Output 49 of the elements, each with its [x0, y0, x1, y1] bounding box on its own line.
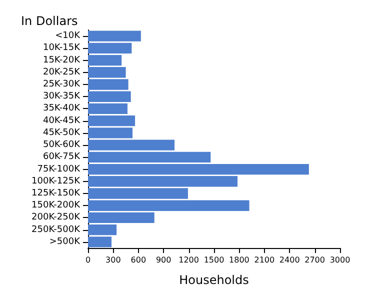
x-tick-label: 1200 — [178, 256, 199, 264]
y-tick-label: 30K-35K — [42, 92, 82, 102]
y-tick-label: 45K-50K — [42, 128, 82, 138]
y-tick-label: 20K-25K — [42, 67, 82, 78]
y-tick-label: 40K-45K — [42, 116, 82, 126]
bar — [88, 42, 132, 54]
bar — [88, 224, 117, 236]
x-tick-label: 3000 — [330, 256, 350, 264]
x-tick-label: 900 — [156, 256, 172, 264]
y-tick-label: 15K-20K — [42, 55, 82, 66]
bar — [88, 103, 128, 114]
x-tick-label: 2700 — [304, 256, 325, 264]
y-tick-label: 100K-125K — [32, 176, 82, 186]
x-tick-label: 0 — [85, 256, 91, 264]
x-tick-label: 1500 — [204, 256, 224, 264]
y-tick-label: 35K-40K — [42, 104, 82, 114]
bar — [88, 54, 122, 66]
y-tick-label: 25K-30K — [42, 80, 82, 90]
bar — [88, 200, 250, 211]
bar — [88, 140, 175, 150]
bar — [88, 116, 136, 126]
bar — [88, 212, 154, 224]
y-tick-label: 125K-150K — [32, 188, 82, 198]
x-tick-label: 1800 — [229, 256, 250, 264]
y-tick-label: 250K-500K — [32, 224, 82, 235]
bar — [88, 79, 128, 90]
x-tick-label: 2400 — [279, 256, 300, 264]
y-tick-label: 75K-100K — [37, 164, 82, 174]
bar — [88, 152, 211, 162]
bar — [88, 236, 112, 248]
y-tick-label: 150K-200K — [32, 200, 82, 211]
y-tick-label: 10K-15K — [42, 43, 82, 54]
y-tick-label: >500K — [49, 236, 82, 247]
y-tick-label: 50K-60K — [42, 140, 82, 150]
bar — [88, 164, 309, 175]
y-tick-label: 200K-250K — [32, 212, 82, 223]
bar — [88, 67, 126, 78]
bar — [88, 30, 141, 42]
x-tick-label: 600 — [130, 256, 146, 264]
y-tick-label: <10K — [55, 31, 82, 42]
x-axis-title: Households — [179, 273, 249, 287]
bar — [88, 91, 131, 102]
x-tick-label: 2100 — [254, 256, 275, 264]
y-tick-label: 60K-75K — [42, 152, 82, 162]
x-tick-label: 300 — [106, 256, 121, 264]
y-axis-title: In Dollars — [21, 14, 78, 28]
bar — [88, 188, 188, 199]
bar — [88, 176, 238, 187]
bar — [88, 128, 133, 138]
